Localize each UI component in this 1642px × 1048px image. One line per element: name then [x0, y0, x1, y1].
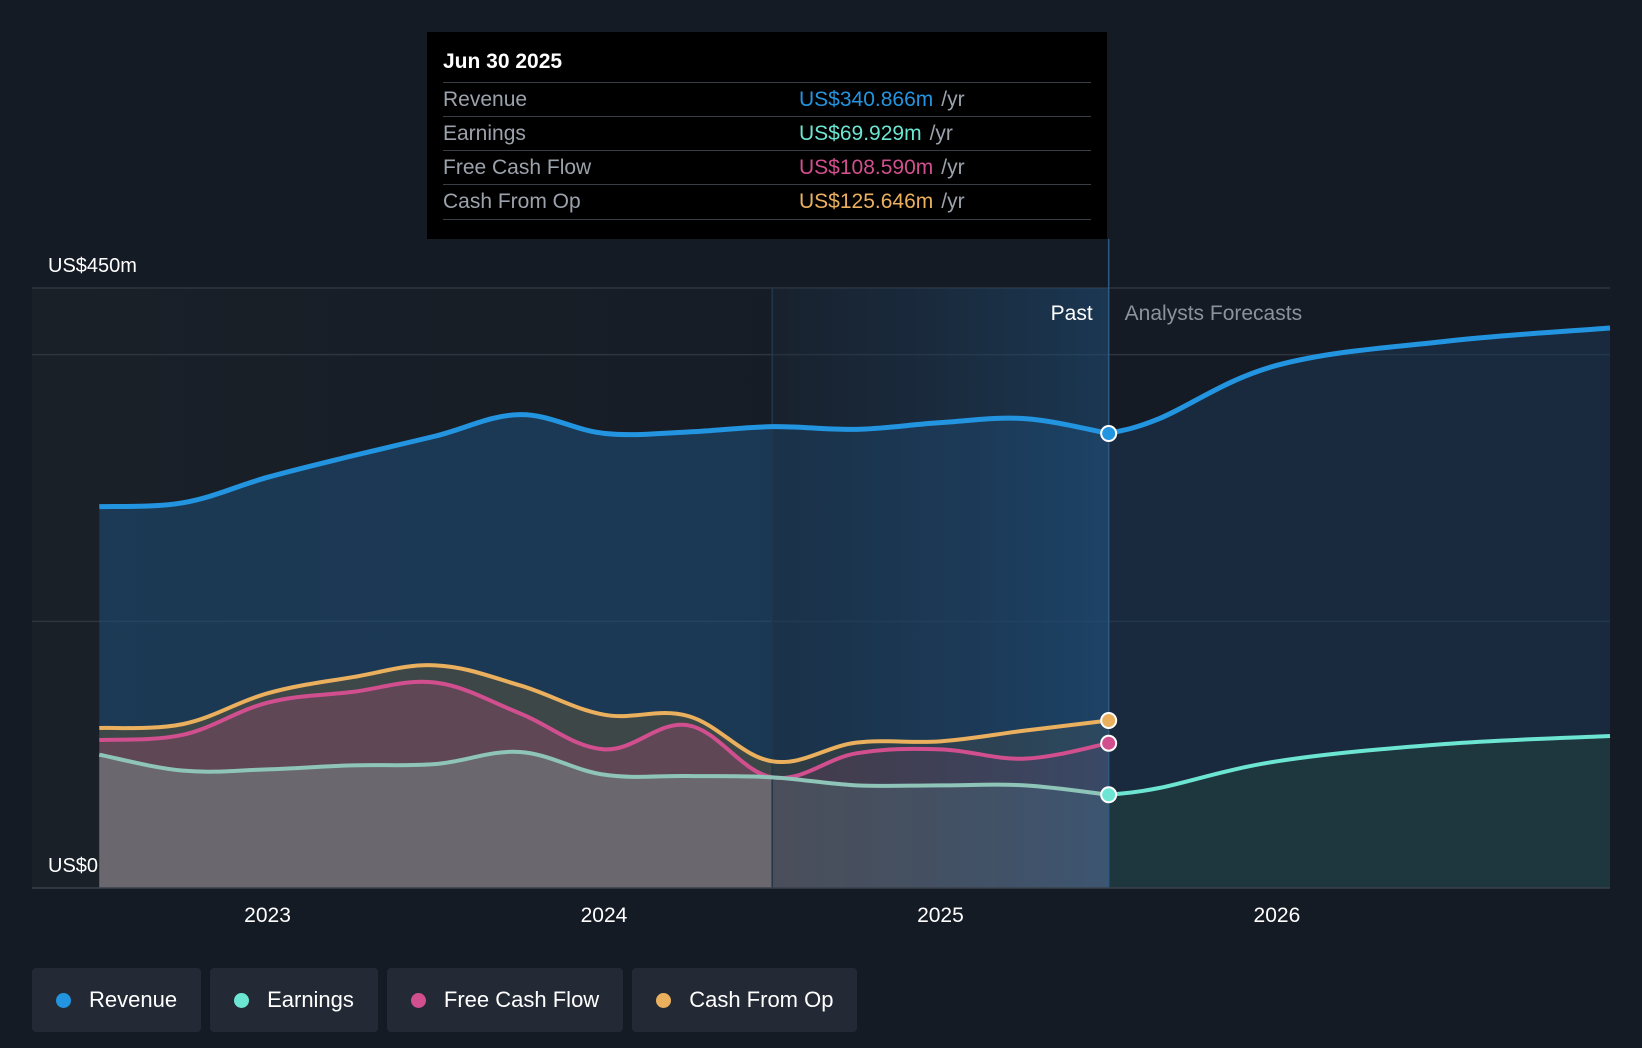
y-axis-label-top: US$450m [48, 255, 137, 277]
x-tick-label: 2024 [581, 904, 628, 927]
legend-item-earnings[interactable]: Earnings [210, 968, 378, 1032]
tooltip-value: US$108.590m/yr [799, 156, 965, 179]
tooltip-label: Earnings [443, 122, 526, 145]
y-axis-label-bottom: US$0 [48, 855, 98, 877]
cash-from-op-point [1100, 711, 1118, 729]
legend-dot-icon [56, 992, 71, 1008]
legend: Revenue Earnings Free Cash Flow Cash Fro… [32, 968, 858, 1032]
earnings-forecast-line [1108, 734, 1611, 797]
x-tick-label: 2026 [1254, 904, 1301, 927]
legend-item-revenue[interactable]: Revenue [32, 968, 202, 1032]
tooltip-date: Jun 30 2025 [443, 50, 563, 73]
tooltip-value: US$125.646m/yr [799, 190, 965, 213]
forecast-label: Analysts Forecasts [1125, 302, 1302, 325]
tooltip-value: US$340.866m/yr [799, 88, 965, 111]
tooltip-label: Cash From Op [443, 190, 581, 213]
tooltip-row-cash-from-op: Cash From Op US$125.646m/yr [443, 184, 1091, 220]
earnings-line [98, 749, 1109, 797]
cash-from-op-line [99, 663, 1109, 765]
earnings-forecast-area [1108, 736, 1610, 888]
tooltip-label: Revenue [443, 88, 528, 111]
past-label: Past [1051, 302, 1093, 325]
tooltip: Jun 30 2025 Revenue US$340.866m/yr Earni… [427, 32, 1107, 239]
tooltip-value: US$69.929m/yr [799, 122, 953, 145]
tooltip-row-revenue: Revenue US$340.866m/yr [443, 82, 1091, 117]
x-tick-label: 2023 [244, 904, 291, 927]
legend-dot-icon [234, 992, 250, 1008]
revenue-point [1100, 425, 1118, 443]
earnings-point [1100, 786, 1118, 804]
tooltip-row-earnings: Earnings US$69.929m/yr [443, 116, 1091, 151]
legend-dot-icon [656, 992, 672, 1008]
legend-label: Earnings [267, 987, 354, 1012]
legend-label: Cash From Op [689, 987, 834, 1012]
legend-label: Revenue [89, 987, 178, 1012]
highlight-band [772, 288, 1109, 888]
revenue-forecast-line [1107, 325, 1611, 436]
legend-dot-icon [410, 992, 426, 1008]
x-tick-label: 2025 [917, 904, 964, 927]
tooltip-row-free-cash-flow: Free Cash Flow US$108.590m/yr [443, 150, 1091, 185]
tooltip-label: Free Cash Flow [443, 156, 592, 179]
legend-item-free-cash-flow[interactable]: Free Cash Flow [386, 968, 624, 1032]
legend-item-cash-from-op[interactable]: Cash From Op [632, 968, 858, 1032]
revenue-line [99, 412, 1110, 510]
free-cash-flow-line [99, 679, 1110, 781]
free-cash-flow-point [1100, 734, 1118, 752]
legend-label: Free Cash Flow [443, 987, 600, 1012]
